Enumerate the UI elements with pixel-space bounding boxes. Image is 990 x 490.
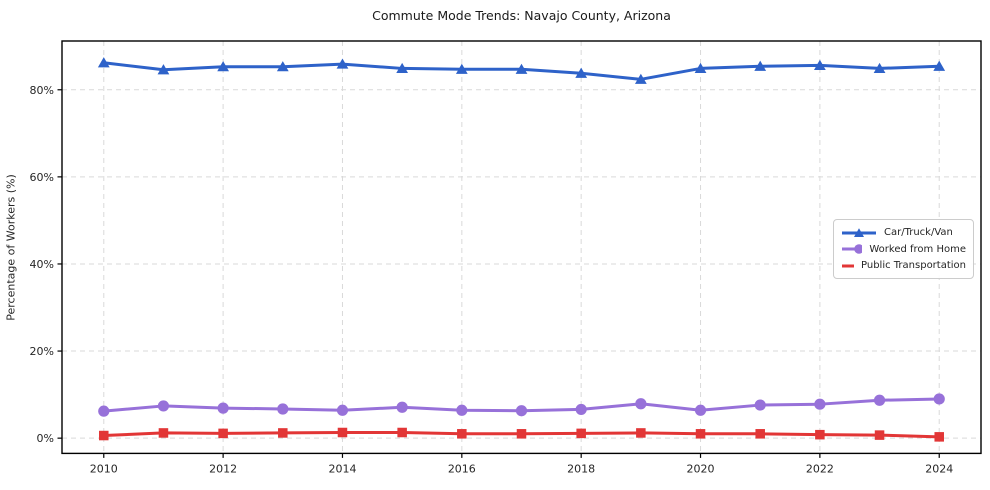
series-car-truck-van-marker-triangle [933, 60, 946, 71]
legend-entry: Worked from Home [841, 242, 966, 257]
series-car-truck-van-marker-triangle [336, 58, 349, 69]
series-worked-from-home-marker-circle [635, 398, 647, 410]
legend-swatch-triangle-icon [842, 227, 876, 237]
legend-swatch-square-icon [842, 264, 855, 267]
series-worked-from-home-marker-circle [98, 405, 110, 417]
x-tick-label: 2022 [806, 462, 834, 475]
y-tick-label: 20% [30, 345, 54, 358]
series-worked-from-home-marker-circle [515, 405, 528, 417]
x-tick-label: 2010 [90, 462, 118, 475]
series-car-truck-van-marker-triangle [754, 60, 767, 71]
x-tick-label: 2024 [925, 462, 953, 475]
series-worked-from-home-marker-circle [694, 404, 707, 416]
series-worked-from-home-marker-circle [754, 399, 766, 411]
series-public-transportation-marker-square [397, 427, 407, 438]
series-public-transportation-marker-square [337, 427, 348, 438]
series-car-truck-van-marker-triangle [515, 63, 528, 74]
series-public-transportation-marker-square [755, 429, 765, 439]
series-public-transportation-marker-square [99, 430, 109, 441]
legend-label: Worked from Home [869, 243, 966, 255]
series-worked-from-home-marker-circle [933, 393, 945, 405]
legend-entry: Car/Truck/Van [841, 225, 966, 240]
legend: Car/Truck/Van Worked from Home Public Tran… [833, 219, 974, 279]
plot-border [61, 40, 982, 455]
series-car-truck-van-marker-triangle [157, 64, 170, 75]
series-worked-from-home-marker-circle [157, 400, 170, 412]
y-axis-label: Percentage of Workers (%) [4, 174, 18, 321]
legend-label: Car/Truck/Van [884, 227, 953, 238]
x-tick-label: 2018 [567, 462, 595, 475]
series-car-truck-van-marker-triangle [634, 73, 647, 84]
series-worked-from-home-marker-circle [575, 403, 587, 416]
chart-title: Commute Mode Trends: Navajo County, Ariz… [372, 8, 671, 23]
series-public-transportation-marker-square [576, 428, 586, 439]
x-tick-label: 2012 [209, 462, 237, 475]
series-car-truck-van-marker-triangle [276, 61, 289, 72]
series-worked-from-home-marker-circle [336, 404, 349, 416]
series-public-transportation-marker-square [815, 429, 825, 440]
series-public-transportation-marker-square [636, 428, 646, 438]
series-public-transportation-marker-square [874, 430, 885, 440]
series-worked-from-home-marker-circle [873, 394, 886, 406]
series-car-truck-van-marker-triangle [575, 67, 588, 78]
legend-label: Public Transportation [861, 260, 966, 271]
series-car-truck-van-marker-triangle [694, 62, 707, 74]
legend-swatch-circle-icon [842, 244, 863, 254]
y-tick-label: 60% [30, 171, 54, 184]
series-public-transportation-marker-square [695, 429, 706, 439]
x-tick-label: 2014 [328, 462, 356, 475]
legend-entry: Public Transportation [841, 258, 966, 273]
y-tick-label: 40% [30, 258, 54, 271]
series-car-truck-van-marker-triangle [455, 63, 468, 74]
series-worked-from-home-marker-circle [814, 398, 826, 410]
series-public-transportation-marker-square [158, 428, 169, 438]
series-car-truck-van-marker-triangle [813, 59, 826, 70]
series-car-truck-van-marker-triangle [873, 62, 886, 74]
x-tick-label: 2016 [448, 462, 476, 475]
series-public-transportation-marker-square [457, 429, 467, 439]
series-car-truck-van-marker-triangle [217, 61, 230, 72]
series-car-truck-van-marker-triangle [97, 57, 110, 68]
series-car-truck-van-marker-triangle [396, 62, 409, 74]
series-worked-from-home-marker-circle [217, 402, 229, 414]
series-public-transportation-marker-square [934, 432, 944, 442]
series-public-transportation-marker-square [218, 428, 228, 439]
series-worked-from-home-marker-circle [277, 403, 289, 415]
x-tick-label: 2020 [687, 462, 715, 475]
series-public-transportation-marker-square [516, 429, 527, 439]
series-worked-from-home-marker-circle [396, 401, 408, 413]
series-worked-from-home-marker-circle [456, 404, 468, 416]
series-public-transportation-marker-square [278, 428, 288, 438]
y-tick-label: 0% [37, 432, 54, 445]
y-tick-label: 80% [30, 84, 54, 97]
